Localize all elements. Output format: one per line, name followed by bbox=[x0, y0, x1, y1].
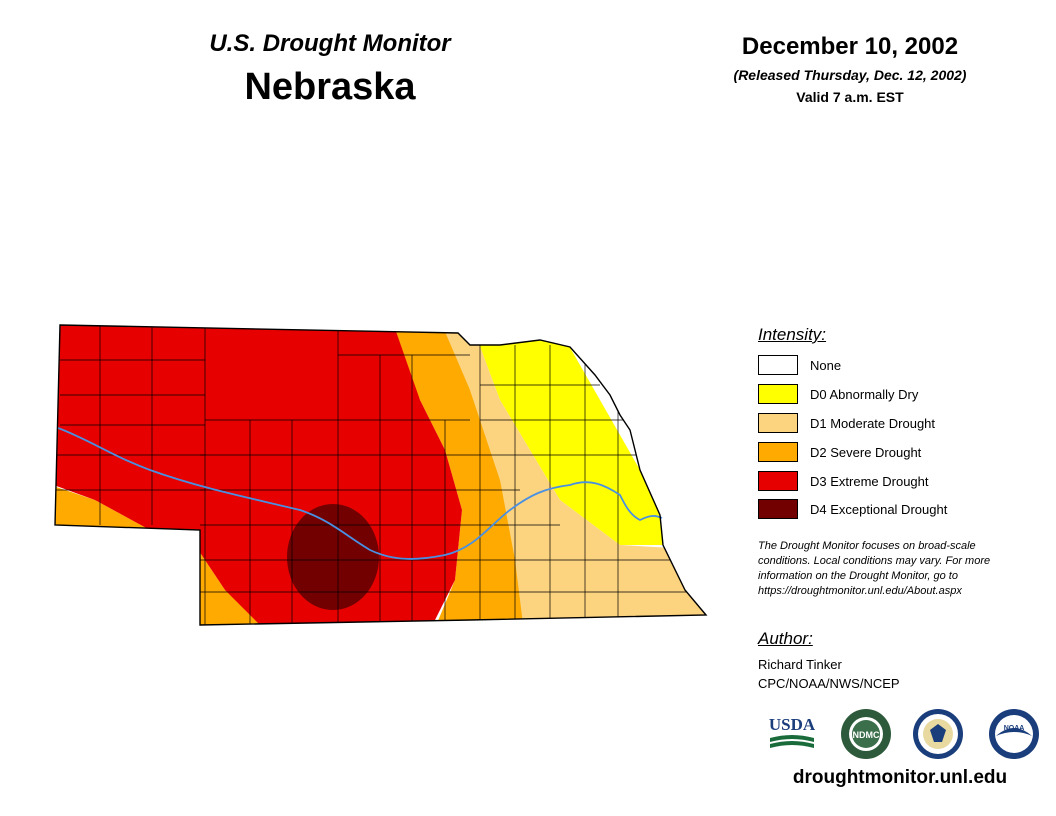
area-d0 bbox=[470, 325, 670, 545]
area-d3 bbox=[55, 325, 462, 625]
note-line: The Drought Monitor focuses on broad-sca… bbox=[758, 540, 976, 552]
area-d2-southwest bbox=[195, 545, 265, 625]
author-org: CPC/NOAA/NWS/NCEP bbox=[758, 676, 900, 691]
legend-swatch bbox=[758, 471, 798, 491]
svg-text:NOAA: NOAA bbox=[1004, 725, 1025, 732]
map-title: Nebraska bbox=[244, 66, 416, 108]
author-title: Author: bbox=[758, 629, 813, 648]
legend-item-d1: D1 Moderate Drought bbox=[758, 412, 935, 434]
legend-item-none: None bbox=[758, 354, 841, 376]
website-link[interactable]: droughtmonitor.unl.edu bbox=[792, 767, 1008, 788]
map-subtitle: U.S. Drought Monitor bbox=[209, 30, 451, 57]
ndmc-logo: NDMC bbox=[841, 709, 891, 759]
legend-swatch bbox=[758, 384, 798, 404]
legend-swatch bbox=[758, 413, 798, 433]
release-date: (Released Thursday, Dec. 12, 2002) bbox=[733, 67, 967, 83]
legend-swatch bbox=[758, 355, 798, 375]
note-link[interactable]: https://droughtmonitor.unl.edu/About.asp… bbox=[758, 585, 962, 597]
drought-areas bbox=[55, 325, 706, 625]
area-d4 bbox=[287, 504, 379, 610]
noaa-logo: NOAA bbox=[989, 709, 1039, 759]
commerce-seal-logo bbox=[913, 709, 963, 759]
legend-label: D3 Extreme Drought bbox=[810, 473, 929, 489]
legend-item-d3: D3 Extreme Drought bbox=[758, 470, 929, 492]
state-outline bbox=[54, 324, 708, 626]
platte-river bbox=[57, 427, 663, 560]
legend-label: D4 Exceptional Drought bbox=[810, 501, 948, 517]
legend-label: D0 Abnormally Dry bbox=[810, 386, 919, 402]
svg-text:USDA: USDA bbox=[769, 715, 816, 734]
note-line: information on the Drought Monitor, go t… bbox=[758, 570, 958, 582]
note-line: conditions. Local conditions may vary. F… bbox=[758, 555, 991, 567]
author-name: Richard Tinker bbox=[758, 657, 842, 672]
svg-text:NDMC: NDMC bbox=[853, 730, 880, 740]
valid-time: Valid 7 a.m. EST bbox=[796, 89, 904, 105]
usda-logo: USDA bbox=[769, 715, 816, 748]
legend-item-d0: D0 Abnormally Dry bbox=[758, 383, 918, 405]
legend-item-d4: D4 Exceptional Drought bbox=[758, 498, 947, 520]
county-lines bbox=[55, 325, 690, 625]
legend-swatch bbox=[758, 499, 798, 519]
map-date: December 10, 2002 bbox=[741, 33, 959, 60]
legend-label: None bbox=[810, 357, 842, 373]
drought-monitor-note: The Drought Monitor focuses on broad-sca… bbox=[758, 539, 1048, 599]
legend-item-d2: D2 Severe Drought bbox=[758, 441, 921, 463]
legend-title: Intensity: bbox=[758, 325, 827, 344]
legend-label: D1 Moderate Drought bbox=[810, 415, 936, 431]
legend-label: D2 Severe Drought bbox=[810, 444, 922, 460]
legend-swatch bbox=[758, 442, 798, 462]
